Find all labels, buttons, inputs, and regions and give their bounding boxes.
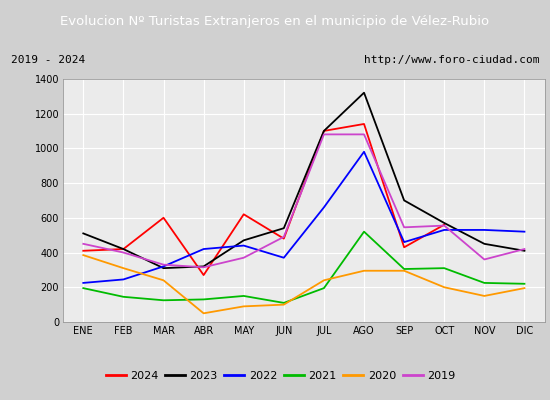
Text: Evolucion Nº Turistas Extranjeros en el municipio de Vélez-Rubio: Evolucion Nº Turistas Extranjeros en el …	[60, 14, 490, 28]
Legend: 2024, 2023, 2022, 2021, 2020, 2019: 2024, 2023, 2022, 2021, 2020, 2019	[101, 366, 460, 386]
Text: 2019 - 2024: 2019 - 2024	[11, 55, 85, 65]
Text: http://www.foro-ciudad.com: http://www.foro-ciudad.com	[364, 55, 539, 65]
